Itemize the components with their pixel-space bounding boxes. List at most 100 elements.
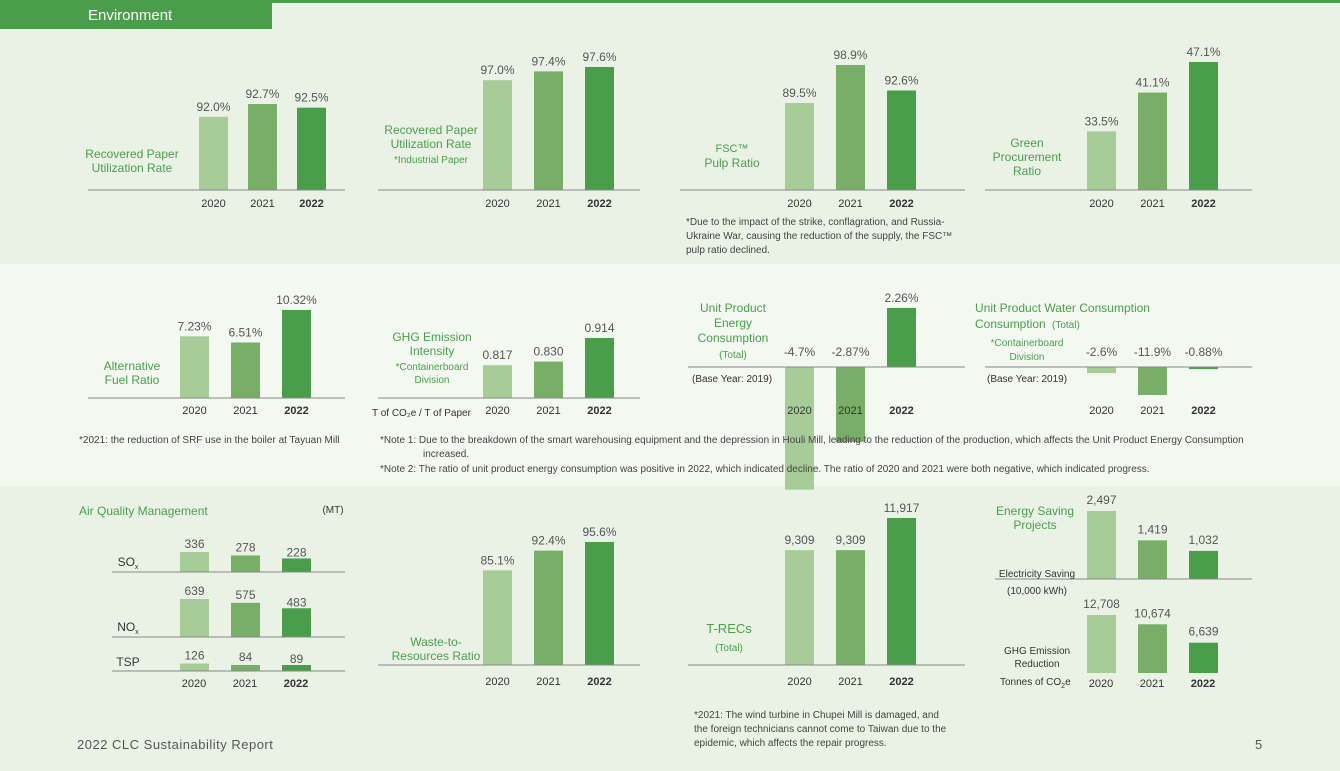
data-label: 575 [235, 588, 255, 602]
data-label: 2.26% [884, 291, 918, 305]
chart-subtitle: Division [1009, 352, 1044, 363]
bar-c8-2021 [1138, 367, 1167, 395]
unit-label: (MT) [322, 505, 343, 516]
tick-label: 2022 [1191, 405, 1215, 417]
page-number: 5 [1255, 737, 1263, 752]
series-name: Reduction [1014, 659, 1059, 670]
tick-label: 2022 [889, 198, 913, 210]
series-unit: Tonnes of CO2e [1000, 677, 1071, 690]
bar-c6-2021 [534, 361, 563, 398]
tick-label: 2021 [536, 198, 560, 210]
data-label: -2.6% [1086, 345, 1118, 359]
bar-c10-2021 [534, 550, 563, 665]
bar-SOx-2020 [180, 552, 209, 572]
base-year-label: (Base Year: 2019) [987, 374, 1067, 385]
bar-NOx-2021 [231, 602, 260, 637]
bar-c1-2021 [248, 104, 277, 190]
chart-title: Utilization Rate [92, 161, 173, 175]
series-name: Electricity Saving [999, 569, 1075, 580]
data-label: 97.0% [480, 63, 514, 77]
chart-title: GHG Emission [392, 330, 471, 344]
chart-title: Alternative [104, 359, 161, 373]
data-label: 89.5% [782, 86, 816, 100]
series-name: TSP [116, 655, 139, 669]
bar-c11-2021 [836, 550, 865, 665]
tick-label: 2020 [787, 405, 811, 417]
bar-c2-2022 [585, 67, 614, 190]
chart-title: Pulp Ratio [704, 156, 760, 170]
bar-TSP-2021 [231, 665, 260, 671]
chart-subtitle: *Industrial Paper [394, 155, 469, 166]
data-label: 92.5% [294, 91, 328, 105]
tick-label: 2021 [838, 405, 862, 417]
bar-TSP-2020 [180, 663, 209, 671]
data-label: 10,674 [1134, 606, 1171, 620]
tick-label: 2022 [1191, 678, 1215, 690]
bar-c1-2020 [199, 116, 228, 190]
chart-title: Unit Product [700, 301, 767, 315]
data-label: 11,917 [884, 501, 920, 515]
data-label: 12,708 [1083, 597, 1120, 611]
chart-title: Energy Saving [996, 504, 1074, 518]
tick-label: 2020 [485, 198, 509, 210]
data-label: -11.9% [1134, 345, 1171, 359]
data-label: 9,309 [835, 533, 865, 547]
tick-label: 2022 [587, 676, 611, 688]
tick-label: 2021 [1140, 678, 1164, 690]
band-middle [0, 264, 1340, 486]
bar-c5-2020 [180, 336, 209, 398]
tick-label: 2021 [1140, 198, 1164, 210]
bar-Electricity Saving-2021 [1138, 540, 1167, 579]
chart-title: Projects [1013, 518, 1056, 532]
chart-subtitle: (Total) [1052, 320, 1080, 331]
tick-label: 2020 [1089, 405, 1113, 417]
data-label: 92.6% [884, 73, 918, 87]
data-label: 0.817 [482, 348, 512, 362]
tick-label: 2020 [485, 405, 509, 417]
chart-title: Intensity [410, 344, 455, 358]
top-rule [0, 0, 1340, 3]
tick-label: 2022 [587, 405, 611, 417]
bar-c7-2020 [785, 367, 814, 490]
bar-c7-2022 [887, 308, 916, 367]
bar-TSP-2022 [282, 665, 311, 671]
data-label: 1,419 [1137, 522, 1167, 536]
data-label: 92.4% [531, 534, 565, 548]
data-label: 7.23% [177, 319, 211, 333]
tick-label: 2020 [787, 198, 811, 210]
bar-c10-2020 [483, 570, 512, 665]
bar-SOx-2021 [231, 555, 260, 572]
bar-SOx-2022 [282, 558, 311, 572]
tick-label: 2020 [485, 676, 509, 688]
chart-subtitle: *Containerboard [396, 362, 469, 373]
tick-label: 2021 [233, 678, 257, 690]
unit-label: T of CO₂e / T of Paper [372, 408, 472, 419]
data-label: 9,309 [784, 533, 814, 547]
base-year-label: (Base Year: 2019) [692, 374, 772, 385]
tick-label: 2020 [182, 678, 206, 690]
series-name: NOx [117, 620, 139, 636]
tick-label: 2021 [233, 405, 257, 417]
chart-title: Consumption [975, 317, 1046, 331]
data-label: 89 [290, 652, 304, 666]
data-label: 85.1% [480, 553, 514, 567]
bar-c4-2020 [1087, 131, 1116, 190]
bar-NOx-2020 [180, 599, 209, 637]
tick-label: 2022 [889, 676, 913, 688]
data-label: 0.914 [584, 321, 614, 335]
tick-label: 2022 [284, 678, 308, 690]
report-name: 2022 CLC Sustainability Report [77, 737, 274, 752]
chart-title: Fuel Ratio [105, 373, 160, 387]
fsc-note: *Due to the impact of the strike, confla… [686, 217, 953, 256]
bar-c4-2021 [1138, 92, 1167, 190]
data-label: 98.9% [833, 48, 867, 62]
bar-c5-2022 [282, 310, 311, 398]
bar-c6-2020 [483, 365, 512, 398]
chart-title: Unit Product Water Consumption [975, 301, 1150, 315]
bar-c11-2020 [785, 550, 814, 665]
chart-title: FSC™ [716, 143, 749, 155]
bar-c8-2020 [1087, 367, 1116, 374]
data-label: 228 [286, 545, 306, 559]
chart-title: Ratio [1013, 164, 1041, 178]
bar-c5-2021 [231, 342, 260, 398]
